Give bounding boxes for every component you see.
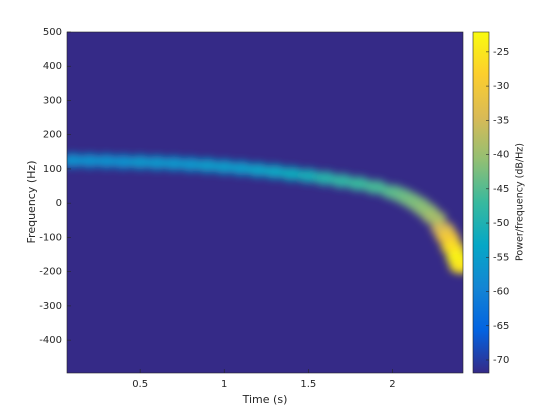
colorbar-tick-label: -65 [493,321,509,332]
colorbar-tick-label: -25 [493,47,509,58]
spectral-cell [422,210,447,225]
colorbar-tick-label: -35 [493,115,509,126]
x-tick-label: 1.5 [300,379,316,390]
colorbar-tick-label: -70 [493,355,509,366]
spectral-cell [111,154,136,169]
x-tick-label: 0.5 [132,379,148,390]
y-tick-label: 200 [43,130,62,141]
spectral-cell [77,153,102,168]
y-tick-label: 500 [43,27,62,38]
y-tick-label: 400 [43,61,62,72]
x-axis-label: Time (s) [242,393,288,406]
colorbar-tick-label: -60 [493,287,509,298]
y-axis-label: Frequency (Hz) [25,161,38,244]
x-tick-label: 1 [221,379,227,390]
plot-area [67,32,463,373]
colorbar-tick-label: -40 [493,150,509,161]
y-tick-label: 0 [56,198,62,209]
axes-box [66,31,464,374]
x-tick-label: 2 [389,379,395,390]
background [67,32,463,373]
colorbar-tick-label: -50 [493,218,509,229]
y-tick-label: -100 [39,232,62,243]
spectral-cell [449,259,463,274]
colorbar-tick-label: -45 [493,184,509,195]
colorbar-tick-label: -30 [493,81,509,92]
ridge [67,153,463,274]
colorbar-label: Power/frequency (dB/Hz) [515,143,526,261]
y-tick-label: -200 [39,267,62,278]
colorbar [472,31,490,374]
y-tick-label: -400 [39,335,62,346]
colorbar-tick-label: -55 [493,252,509,263]
y-tick-label: 300 [43,95,62,106]
y-tick-label: 100 [43,164,62,175]
y-tick-label: -300 [39,301,62,312]
